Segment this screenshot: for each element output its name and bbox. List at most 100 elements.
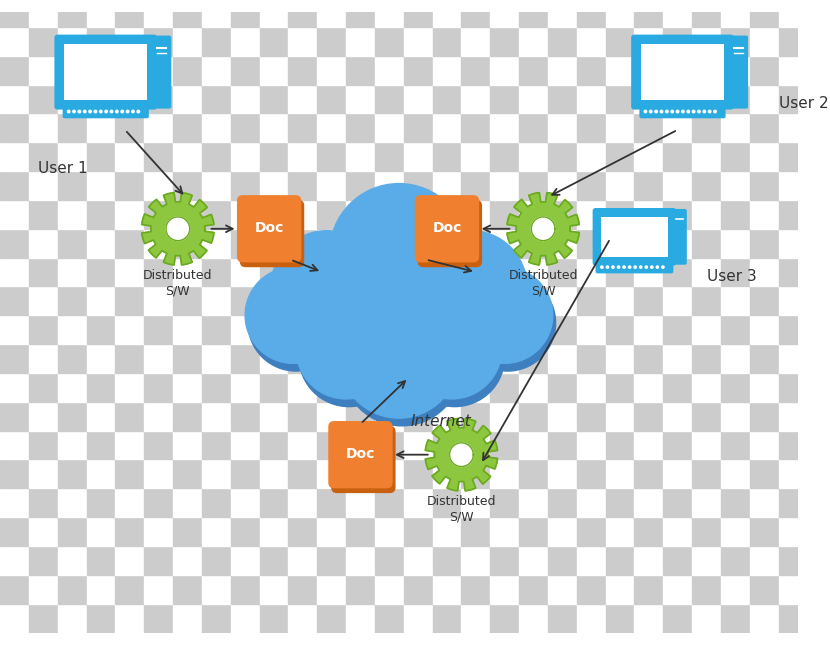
Bar — [317, 373, 346, 402]
Bar — [346, 575, 375, 604]
Bar — [202, 27, 231, 55]
Bar — [403, 55, 432, 84]
Bar — [432, 402, 461, 431]
Bar — [57, 143, 86, 171]
Bar — [173, 488, 202, 517]
Bar — [692, 257, 721, 286]
Bar — [288, 604, 317, 633]
Bar — [461, 27, 491, 55]
Bar — [519, 286, 548, 315]
Bar — [663, 257, 692, 286]
Bar — [288, 488, 317, 517]
Bar — [779, 344, 808, 373]
Bar — [29, 114, 57, 143]
Bar — [115, 171, 144, 200]
Bar — [231, 488, 260, 517]
Bar — [461, 546, 491, 575]
Circle shape — [248, 275, 344, 371]
Circle shape — [644, 110, 647, 113]
Bar — [432, 286, 461, 315]
Bar — [260, 171, 288, 200]
Bar — [634, 402, 663, 431]
Bar — [288, 114, 317, 143]
Bar — [491, 229, 519, 257]
Bar — [231, 0, 260, 27]
Bar — [779, 229, 808, 257]
Bar — [375, 402, 403, 431]
Bar — [548, 315, 577, 344]
Bar — [808, 55, 830, 84]
Bar — [260, 604, 288, 633]
Bar — [692, 373, 721, 402]
Bar — [403, 200, 432, 229]
Circle shape — [651, 266, 653, 268]
Bar — [115, 546, 144, 575]
Bar — [461, 431, 491, 459]
Bar — [577, 575, 606, 604]
Bar — [346, 114, 375, 143]
Bar — [692, 84, 721, 114]
Bar — [432, 27, 461, 55]
Bar — [202, 286, 231, 315]
Bar — [491, 114, 519, 143]
Bar — [115, 143, 144, 171]
Bar — [231, 402, 260, 431]
Bar — [548, 257, 577, 286]
Bar — [57, 286, 86, 315]
Bar — [577, 229, 606, 257]
Bar — [173, 84, 202, 114]
Bar — [634, 373, 663, 402]
Circle shape — [692, 110, 695, 113]
Bar — [808, 229, 830, 257]
Circle shape — [100, 110, 102, 113]
Bar — [317, 0, 346, 27]
Bar — [57, 488, 86, 517]
Bar — [491, 604, 519, 633]
Bar — [634, 431, 663, 459]
Bar — [0, 604, 29, 633]
Bar — [779, 114, 808, 143]
Bar — [519, 575, 548, 604]
Bar — [692, 171, 721, 200]
Bar — [86, 459, 115, 488]
Bar — [144, 143, 173, 171]
Circle shape — [405, 306, 505, 406]
FancyBboxPatch shape — [152, 35, 171, 108]
Bar — [173, 114, 202, 143]
Bar — [202, 200, 231, 229]
Bar — [491, 0, 519, 27]
Circle shape — [296, 299, 396, 399]
Bar — [461, 0, 491, 27]
Bar — [288, 229, 317, 257]
Bar — [692, 0, 721, 27]
Bar — [432, 114, 461, 143]
Bar — [173, 286, 202, 315]
Bar — [202, 257, 231, 286]
Bar — [317, 229, 346, 257]
Bar — [663, 286, 692, 315]
Bar — [115, 517, 144, 546]
Circle shape — [657, 266, 658, 268]
Bar — [231, 517, 260, 546]
Bar — [86, 0, 115, 27]
Bar — [202, 229, 231, 257]
Bar — [461, 171, 491, 200]
Bar — [346, 315, 375, 344]
Bar — [577, 200, 606, 229]
Bar — [461, 517, 491, 546]
Bar — [0, 27, 29, 55]
Bar — [115, 488, 144, 517]
Bar — [202, 171, 231, 200]
Bar — [606, 488, 634, 517]
Bar — [519, 459, 548, 488]
Bar — [577, 488, 606, 517]
Bar — [144, 229, 173, 257]
Bar — [144, 286, 173, 315]
Bar — [317, 286, 346, 315]
Bar — [606, 402, 634, 431]
Bar — [779, 575, 808, 604]
Polygon shape — [531, 217, 555, 241]
Bar — [403, 373, 432, 402]
Bar — [432, 143, 461, 171]
Bar — [288, 431, 317, 459]
